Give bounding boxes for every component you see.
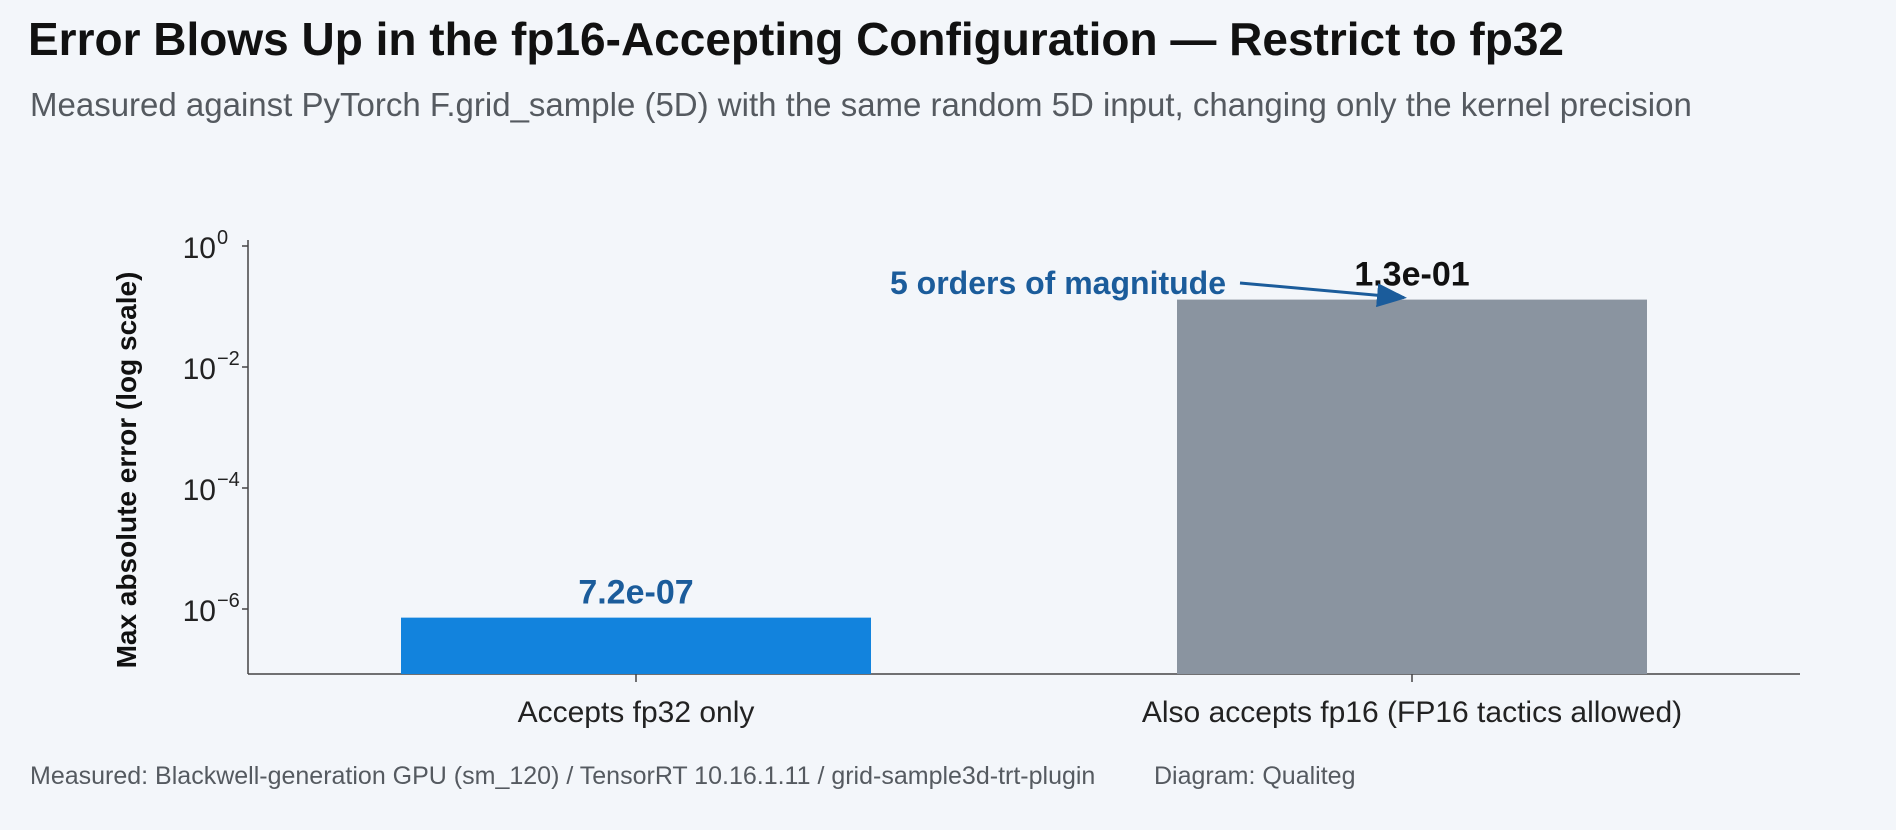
y-tick-exponent: −2 (217, 348, 240, 370)
data-label: 1.3e-01 (1354, 256, 1469, 294)
y-tick-label: 10 (183, 353, 216, 386)
x-tick-label: Also accepts fp16 (FP16 tactics allowed) (1142, 696, 1682, 729)
y-tick-exponent: −6 (217, 590, 240, 612)
x-tick-label: Accepts fp32 only (518, 696, 755, 729)
y-tick-exponent: 0 (217, 227, 228, 249)
footer-credit: Diagram: Qualiteg (1154, 762, 1356, 790)
bar (401, 617, 871, 674)
chart-subtitle: Measured against PyTorch F.grid_sample (… (30, 86, 1692, 123)
y-tick-label: 10 (183, 474, 216, 507)
y-tick-label: 10 (183, 232, 216, 265)
data-label: 7.2e-07 (578, 574, 693, 612)
bar (1177, 299, 1647, 674)
labels: Accepts fp32 only 7.2e-07 Also accepts fp1… (518, 256, 1683, 729)
bars (401, 299, 1647, 674)
y-tick-label: 10 (183, 595, 216, 628)
annotation-arrow (1239, 281, 1407, 308)
footer-source: Measured: Blackwell-generation GPU (sm_1… (30, 762, 1096, 790)
chart-title: Error Blows Up in the fp16-Accepting Con… (28, 13, 1564, 65)
y-tick-exponent: −4 (217, 469, 240, 491)
y-axis-label: Max absolute error (log scale) (111, 272, 142, 669)
annotation-text: 5 orders of magnitude (890, 265, 1226, 301)
